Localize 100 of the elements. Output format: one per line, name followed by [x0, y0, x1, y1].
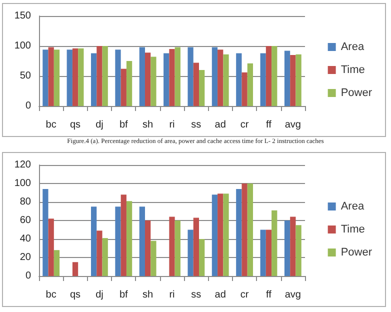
bar	[236, 189, 242, 276]
bar	[164, 53, 170, 106]
legend-label: Time	[340, 224, 365, 236]
x-tick-label: ri	[169, 120, 175, 130]
bar	[169, 49, 175, 106]
bar	[42, 50, 48, 106]
legend-label: Time	[340, 64, 365, 76]
bar	[247, 63, 254, 106]
bar	[169, 216, 175, 276]
bar	[115, 50, 121, 106]
x-tick-label: bf	[119, 120, 128, 130]
bar	[48, 218, 54, 276]
bar	[96, 230, 102, 276]
x-tick-label: cr	[240, 120, 250, 130]
x-tick-label: bc	[46, 290, 56, 300]
bar	[139, 47, 145, 106]
bar	[139, 206, 145, 276]
x-tick-label: ff	[266, 120, 272, 130]
legend-label: Area	[340, 200, 365, 212]
x-tick-label: qs	[70, 290, 81, 300]
y-tick-label: 0	[25, 100, 32, 112]
bar	[90, 206, 97, 276]
x-tick-label: dj	[96, 120, 104, 130]
bar	[174, 47, 180, 106]
y-tick-label: 120	[14, 160, 32, 170]
bar	[260, 230, 266, 276]
bar	[266, 46, 272, 106]
bar	[223, 54, 229, 106]
bar	[218, 194, 224, 276]
bar	[212, 194, 218, 276]
bar	[188, 47, 194, 106]
bar	[120, 68, 126, 106]
bar	[90, 53, 97, 106]
bar	[42, 189, 48, 276]
bar	[126, 201, 132, 276]
bar	[48, 47, 54, 106]
bar	[266, 230, 272, 276]
x-tick-label: sh	[142, 120, 154, 130]
y-tick-label: 40	[20, 234, 32, 244]
bar	[126, 61, 132, 106]
bar	[144, 220, 151, 276]
y-tick-label: 150	[14, 10, 32, 22]
bar	[284, 220, 290, 276]
x-tick-label: ss	[191, 290, 202, 300]
bar	[218, 50, 224, 106]
bar	[174, 220, 180, 276]
y-tick-label: 20	[20, 252, 32, 263]
x-tick-label: ad	[214, 290, 226, 300]
x-tick-label: avg	[284, 120, 301, 130]
bar	[72, 48, 78, 106]
bar	[272, 210, 278, 276]
x-tick-label: ri	[169, 290, 175, 300]
bar	[144, 52, 151, 106]
x-tick-label: bf	[119, 290, 128, 300]
y-tick-label: 100	[14, 178, 32, 189]
bar	[223, 194, 229, 276]
bar	[150, 240, 156, 276]
bar	[290, 216, 296, 276]
bar	[54, 50, 60, 106]
legend-label: Power	[340, 87, 372, 99]
x-tick-label: ss	[191, 120, 202, 130]
x-tick-label: bc	[46, 120, 56, 130]
x-tick-label: ff	[266, 290, 272, 300]
x-tick-label: dj	[96, 290, 104, 300]
bar	[199, 70, 205, 106]
bar	[296, 225, 302, 276]
bar	[72, 262, 78, 276]
bar	[150, 56, 156, 106]
bar	[188, 230, 194, 276]
bar	[296, 54, 302, 106]
x-tick-label: sh	[142, 290, 154, 300]
legend-label: Power	[340, 246, 372, 258]
bar	[236, 53, 242, 106]
bar	[260, 53, 266, 106]
bar	[272, 46, 278, 106]
y-tick-label: 50	[20, 70, 32, 82]
legend-label: Area	[340, 41, 365, 53]
bar	[102, 238, 108, 276]
bar	[212, 47, 218, 106]
bar	[284, 50, 290, 106]
bar	[115, 206, 121, 276]
bar	[78, 48, 84, 106]
y-tick-label: 80	[20, 196, 32, 208]
bar	[96, 46, 102, 106]
bar	[290, 55, 296, 106]
y-tick-label: 60	[20, 215, 32, 226]
y-tick-label: 100	[14, 40, 32, 52]
y-tick-label: 0	[25, 270, 32, 282]
bar	[193, 218, 200, 276]
bar	[199, 239, 205, 276]
bar	[242, 72, 248, 106]
bar	[102, 46, 108, 106]
bar	[120, 194, 126, 276]
bar	[66, 50, 72, 106]
x-tick-label: ad	[214, 120, 226, 130]
bar	[247, 184, 254, 276]
x-tick-label: cr	[240, 290, 250, 300]
x-tick-label: qs	[70, 120, 81, 130]
bar	[242, 184, 248, 276]
bar	[54, 250, 60, 276]
